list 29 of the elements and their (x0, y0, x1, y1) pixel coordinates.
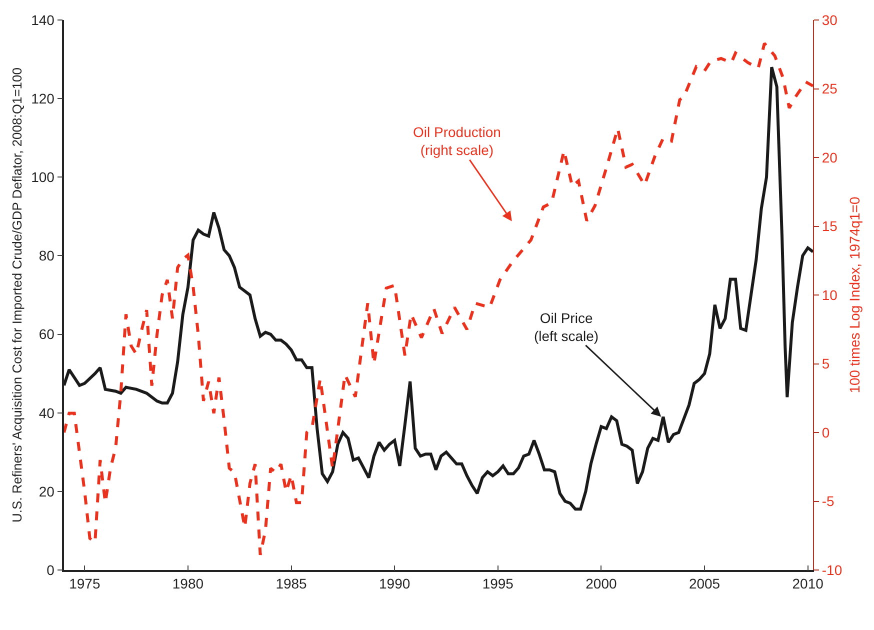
y-tick-label: 120 (31, 90, 55, 106)
x-tick-label: 1990 (379, 576, 410, 592)
y2-tick-label: 0 (822, 424, 830, 440)
y-tick-label: 100 (31, 169, 55, 186)
y2-tick-label: 5 (822, 356, 830, 372)
y2-tick-label: 20 (822, 149, 838, 166)
x-tick-label: 1975 (69, 576, 100, 592)
annotation: Oil Production (right scale) (413, 124, 501, 158)
y2-axis-title: 100 times Log Index, 1974q1=0 (846, 196, 863, 394)
y2-tick-label: 30 (822, 12, 838, 28)
y-tick-label: 140 (31, 12, 55, 28)
y-tick-label: 40 (38, 404, 55, 421)
y-tick-label: 60 (38, 326, 55, 342)
y-axis-title: U.S. Refiners' Acquisition Cost for Imported Crude/GDP Deflator, 2008:Q1=100 (10, 68, 25, 522)
x-tick-label: 2010 (792, 576, 824, 592)
y2-tick-label: 15 (822, 218, 838, 234)
x-tick-label: 1985 (276, 576, 308, 592)
y-tick-label: 0 (46, 562, 55, 578)
y-tick-label: 80 (38, 248, 55, 264)
x-tick-label: 1980 (172, 576, 204, 592)
y2-tick-label: -10 (822, 562, 842, 578)
x-tick-label: 2005 (688, 576, 720, 592)
y2-tick-label: -5 (822, 493, 835, 510)
y2-tick-label: 10 (822, 286, 838, 303)
y2-tick-label: 25 (822, 80, 838, 97)
x-tick-label: 2000 (586, 576, 617, 592)
x-tick-label: 1995 (482, 576, 514, 592)
y-tick-label: 20 (38, 483, 55, 500)
annotation: Oil Price (left scale) (534, 310, 599, 344)
